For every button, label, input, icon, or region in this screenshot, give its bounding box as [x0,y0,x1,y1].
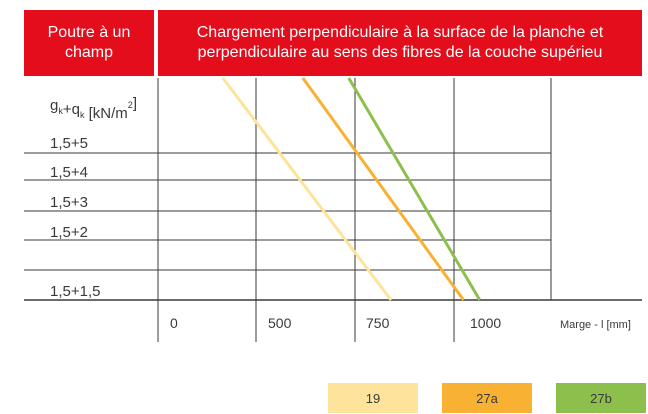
chart-labels: gk+qk [kN/m2] 1,5+5 1,5+4 1,5+3 1,5+2 1,5+1,5… [50,95,631,331]
x-tick-label: 500 [268,315,292,331]
x-axis-title: Marge - l [mm] [560,319,631,331]
x-tick-label: 750 [366,315,390,331]
y-tick-label: 1,5+2 [50,224,88,241]
series-line-19 [221,77,393,301]
series-line-27b [347,77,482,301]
chart-series [221,77,482,301]
chart-grid [24,78,642,342]
series-line-27a [301,77,465,301]
header-load-description: Chargement perpendiculaire à la surface … [158,10,642,76]
y-tick-label: 1,5+4 [50,164,88,181]
y-tick-label: 1,5+1,5 [50,283,100,300]
legend-item-27a: 27a [442,383,532,413]
legend-item-27b: 27b [556,383,646,413]
x-tick-label: 0 [170,315,178,331]
y-tick-label: 1,5+5 [50,135,88,152]
y-tick-label: 1,5+3 [50,194,88,211]
legend-item-19: 19 [328,383,418,413]
y-axis-title: gk+qk [kN/m2] [50,95,137,122]
header-beam-type: Poutre à un champ [24,10,154,76]
x-tick-label: 1000 [470,315,501,331]
